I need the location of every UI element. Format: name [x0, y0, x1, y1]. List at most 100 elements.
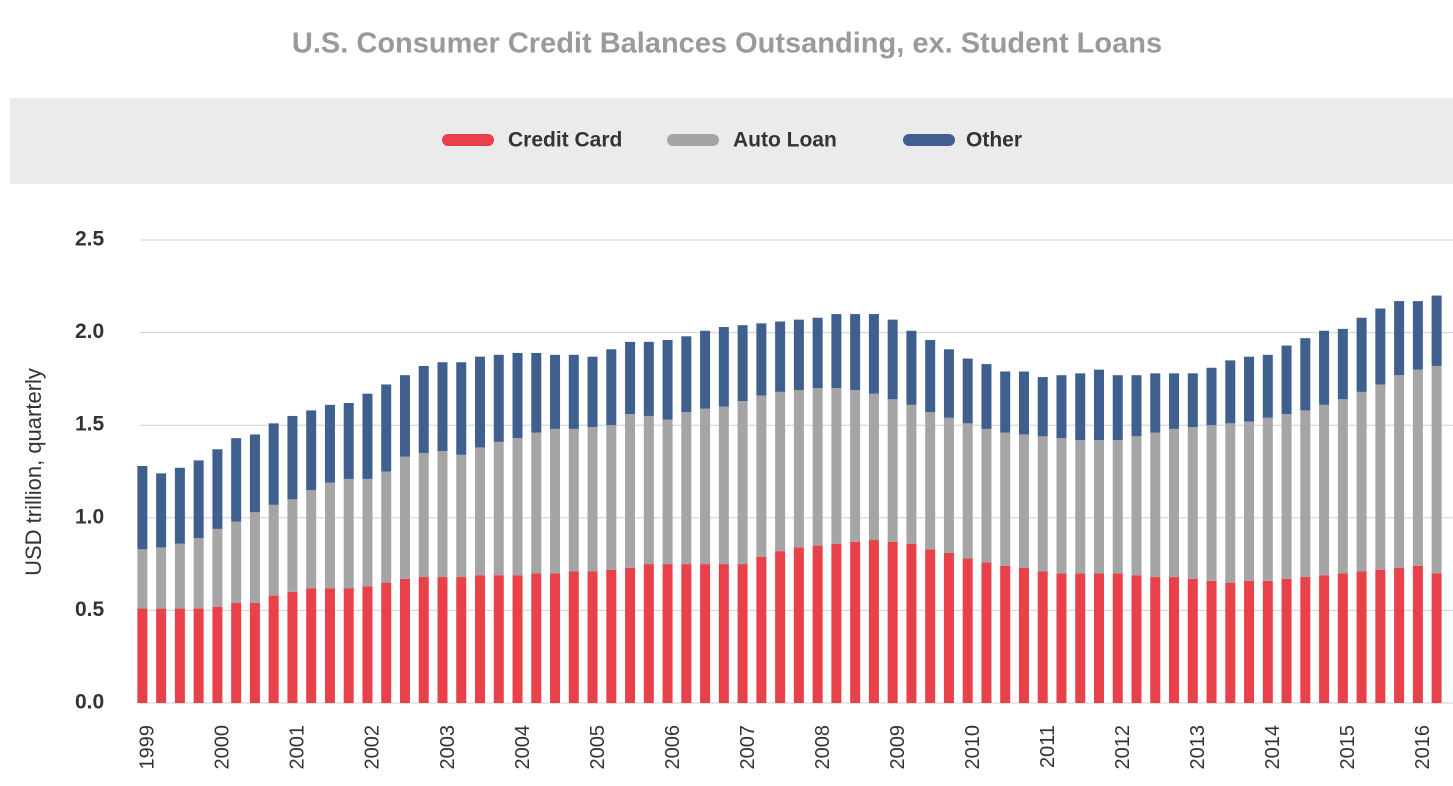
bar-segment [512, 352, 523, 439]
bar-segment [606, 425, 617, 570]
bar-segment [887, 541, 898, 703]
bar-segment [324, 588, 335, 703]
bar-segment [306, 490, 317, 589]
bar-segment [1000, 565, 1011, 703]
bar-segment [493, 354, 504, 442]
bar-segment [1412, 565, 1423, 703]
bar-segment [1131, 436, 1142, 576]
bar-segment [1112, 573, 1123, 703]
bar-segment [437, 577, 448, 703]
bar-segment [681, 412, 692, 565]
bar-segment [812, 545, 823, 703]
bar-segment [343, 402, 354, 479]
bar-segment [362, 586, 373, 703]
bar-segment [868, 540, 879, 703]
bar-segment [1206, 425, 1217, 581]
bar-segment [831, 543, 842, 703]
bar-segment [475, 575, 486, 703]
bar-segment [287, 499, 298, 592]
bar-segment [156, 608, 167, 703]
bar-segment [831, 388, 842, 544]
y-tick-label: 1.5 [75, 413, 105, 436]
bar-segment [625, 567, 636, 703]
bar-segment [962, 358, 973, 424]
bar-segment [850, 390, 861, 542]
legend-swatch [442, 134, 494, 146]
x-tick-label: 2004 [512, 725, 534, 770]
bar-segment [737, 325, 748, 402]
bar-segment [212, 606, 223, 703]
bar-segment [1037, 377, 1048, 437]
bar-segment [512, 575, 523, 703]
bar-segment [1300, 577, 1311, 703]
bar-segment [268, 423, 279, 505]
bar-segment [137, 465, 148, 550]
bar-segment [1375, 569, 1386, 703]
bar-segment [231, 438, 242, 522]
legend-swatch [667, 134, 719, 146]
bar-segment [587, 356, 598, 428]
bar-segment [887, 399, 898, 542]
bar-segment [700, 330, 711, 409]
bar-segment [718, 327, 729, 407]
bar-segment [718, 406, 729, 565]
bar-segment [868, 393, 879, 541]
legend-label: Auto Loan [733, 129, 837, 152]
bar-segment [906, 543, 917, 703]
x-tick-label: 2003 [437, 725, 459, 770]
bar-segment [1412, 369, 1423, 566]
bar-segment [775, 321, 786, 392]
bar-segment [231, 521, 242, 603]
bar-segment [531, 432, 542, 574]
bar-segment [568, 354, 579, 429]
bar-segment [1093, 440, 1104, 574]
y-tick-label: 0.5 [75, 598, 105, 621]
bar-segment [643, 564, 654, 703]
legend-swatch [903, 134, 955, 146]
bar-segment [174, 543, 185, 609]
bar-segment [1356, 391, 1367, 572]
bar-segment [1262, 417, 1273, 581]
x-tick-label: 2000 [212, 725, 234, 770]
bar-segment [606, 349, 617, 426]
bar-segment [625, 341, 636, 415]
bar-segment [943, 417, 954, 553]
bar-segment [1356, 317, 1367, 392]
bar-segment [568, 571, 579, 703]
bar-segment [1037, 436, 1048, 572]
bar-segment [850, 541, 861, 703]
bar-segment [193, 608, 204, 703]
bar-segment [1244, 356, 1255, 422]
bar-segment [418, 577, 429, 703]
bar-segment [793, 319, 804, 391]
x-tick-label: 1999 [137, 725, 159, 770]
bar-segment [1018, 567, 1029, 703]
bar-segment [1356, 571, 1367, 703]
bar-segment [1075, 573, 1086, 703]
bar-segment [249, 434, 260, 513]
bar-segment [1018, 434, 1029, 568]
bar-segment [1394, 375, 1405, 568]
bar-segment [925, 340, 936, 413]
bar-segment [268, 504, 279, 596]
x-tick-label: 2010 [962, 725, 984, 770]
bar-segment [1337, 399, 1348, 574]
bar-segment [587, 427, 598, 572]
bar-segment [1206, 367, 1217, 426]
legend-label: Other [966, 129, 1022, 152]
bar-segment [625, 414, 636, 568]
bar-segment [343, 588, 354, 703]
bar-segment [1281, 414, 1292, 579]
y-tick-label: 1.0 [75, 505, 104, 528]
bar-segment [775, 551, 786, 703]
bar-segment [981, 364, 992, 429]
bar-segment [287, 591, 298, 703]
bar-segment [1150, 577, 1161, 703]
bar-segment [137, 608, 148, 703]
bar-segment [568, 428, 579, 572]
x-tick-label: 2006 [662, 725, 684, 770]
bar-segment [1187, 427, 1198, 579]
y-tick-label: 0.0 [75, 691, 104, 714]
x-tick-label: 2005 [587, 725, 609, 770]
